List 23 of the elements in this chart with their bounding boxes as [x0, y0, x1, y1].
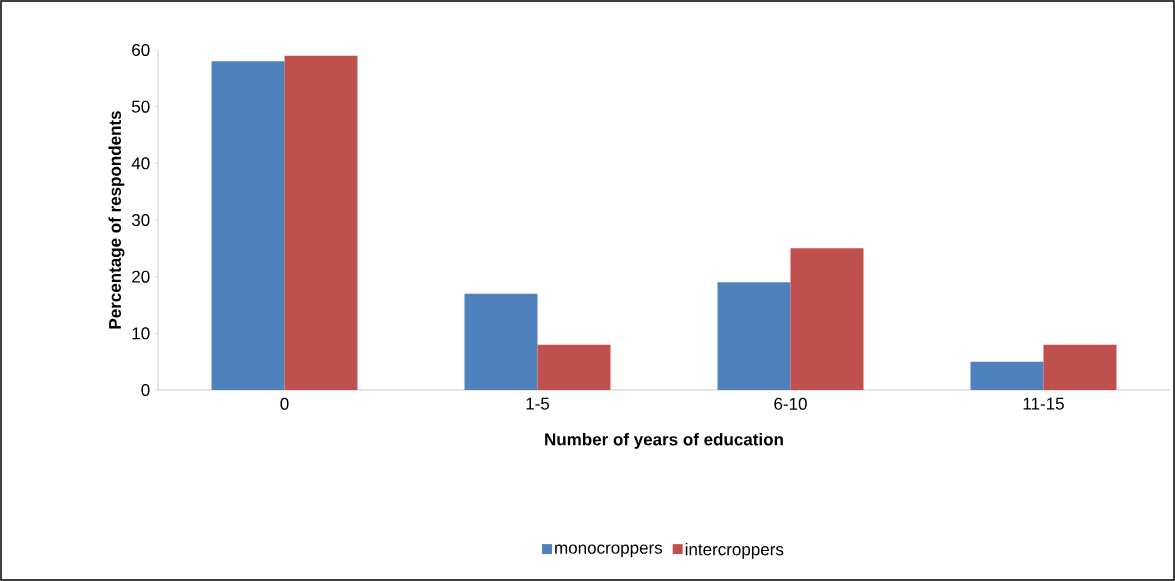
bar	[537, 344, 611, 390]
bar	[464, 293, 538, 390]
bar	[970, 361, 1044, 390]
bar	[284, 55, 358, 390]
bar	[1043, 344, 1117, 390]
x-tick-label: 0	[280, 397, 289, 410]
x-axis-title: Number of years of education	[545, 432, 783, 449]
y-tick-label: 60	[132, 43, 150, 57]
y-tick-label: 30	[131, 213, 150, 227]
y-tick-label: 50	[131, 100, 150, 113]
bar	[790, 248, 864, 390]
y-tick-label: 0	[141, 383, 150, 397]
x-tick-label: 11-15	[1023, 397, 1064, 410]
x-tick-label: 1-5	[526, 397, 550, 410]
legend-label: monocroppers	[555, 544, 663, 558]
bar	[211, 61, 285, 390]
legend-label: intercroppers	[685, 542, 784, 559]
y-axis-title: Percentage of respondents	[108, 111, 125, 329]
y-tick-label: 20	[132, 270, 150, 283]
y-tick-label: 10	[132, 327, 150, 340]
x-tick-label: 6-10	[774, 397, 807, 410]
bar	[717, 282, 791, 390]
y-tick-label: 40	[131, 157, 150, 170]
